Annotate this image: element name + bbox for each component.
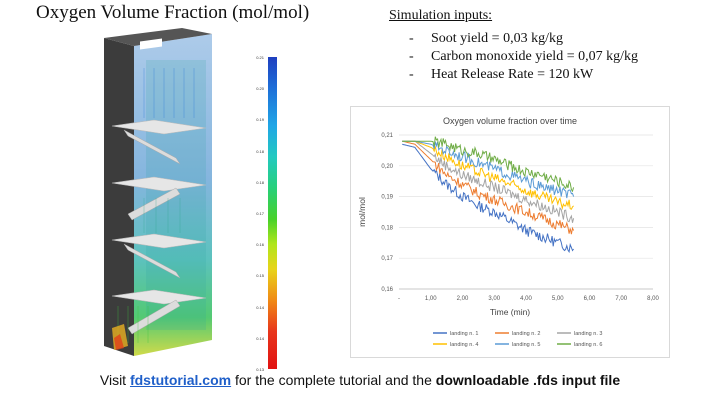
colorbar-tick-label: 0.16 [256, 242, 264, 248]
chart-svg: Oxygen volume fraction over time 0,16 0,17… [357, 116, 659, 348]
legend-label: landing n. 2 [512, 331, 540, 337]
bullet-dash: - [409, 67, 414, 82]
colorbar-tick-label: 0.18 [256, 148, 264, 154]
inputs-heading: Simulation inputs: [389, 8, 493, 23]
inputs-list: - Soot yield = 0,03 kg/kg - Carbon monoxid… [389, 30, 709, 84]
colorbar-tick-label: 0.14 [256, 304, 264, 310]
x-tick-label: 3,00 [488, 296, 500, 302]
simulation-inputs: Simulation inputs: - Soot yield = 0,03 kg… [389, 8, 709, 84]
colorbar-tick-label: 0.18 [256, 179, 264, 185]
y-tick-label: 0,20 [381, 164, 393, 170]
y-tick-label: 0,17 [381, 256, 393, 262]
series-line [402, 140, 575, 235]
input-text: Heat Release Rate = 120 kW [431, 67, 594, 82]
x-tick-label: 6,00 [584, 296, 596, 302]
bullet-dash: - [409, 49, 414, 64]
y-tick-label: 0,21 [381, 133, 393, 139]
footer-banner: Visit fdstutorial.com for the complete t… [0, 372, 720, 388]
bullet-dash: - [409, 31, 414, 46]
colorbar-tick-label: 0.21 [256, 55, 264, 60]
legend-label: landing n. 1 [450, 331, 478, 337]
x-tick-label: 1,00 [425, 296, 437, 302]
footer-mid: for the complete tutorial and the [231, 372, 436, 388]
x-tick-label: 5,00 [552, 296, 564, 302]
y-tick-label: 0,16 [381, 287, 393, 293]
x-tick-label: 8,00 [647, 296, 659, 302]
stairwell-render [104, 28, 212, 356]
footer-bold: downloadable .fds input file [435, 372, 621, 388]
input-item: - Soot yield = 0,03 kg/kg [409, 30, 709, 48]
colorbar-tick-label: 0.17 [256, 211, 264, 216]
x-tick-label: 7,00 [615, 296, 627, 302]
series-line [402, 140, 575, 199]
legend-label: landing n. 4 [450, 342, 478, 348]
fdstutorial-link[interactable]: fdstutorial.com [129, 372, 232, 388]
footer-pre: Visit [99, 372, 130, 388]
x-tick-label: - [398, 296, 400, 302]
legend-label: landing n. 3 [574, 331, 602, 337]
y-axis-label: mol/mol [357, 197, 367, 227]
input-item: - Heat Release Rate = 120 kW [409, 66, 709, 84]
colorbar-tick-label: 0.13 [256, 367, 264, 372]
page-title: Oxygen Volume Fraction (mol/mol) [36, 2, 310, 23]
x-tick-label: 4,00 [520, 296, 532, 302]
x-axis-label: Time (min) [490, 307, 530, 317]
y-tick-label: 0,19 [381, 195, 393, 201]
chart-title: Oxygen volume fraction over time [443, 116, 577, 126]
colorbar-tick-label: 0.19 [256, 117, 264, 123]
series-line [402, 140, 574, 211]
series-line [402, 143, 575, 254]
legend-label: landing n. 6 [574, 342, 602, 348]
series-line [402, 140, 575, 223]
colorbar-tick-label: 0.20 [256, 86, 264, 92]
colorbar-ticks: 0.21 0.20 0.19 0.18 0.18 0.17 0.16 0.15 0.14 0.14… [248, 54, 264, 372]
colorbar [268, 57, 277, 369]
colorbar-tick-label: 0.14 [256, 335, 264, 341]
legend-label: landing n. 5 [512, 342, 540, 348]
x-tick-label: 2,00 [457, 296, 469, 302]
input-item: - Carbon monoxide yield = 0,07 kg/kg [409, 48, 709, 66]
series-line [402, 136, 575, 193]
y-tick-label: 0,18 [381, 225, 393, 231]
colorbar-tick-label: 0.15 [256, 273, 264, 279]
oxygen-chart: Oxygen volume fraction over time 0,16 0,17… [350, 106, 670, 358]
input-text: Soot yield = 0,03 kg/kg [431, 31, 563, 46]
input-text: Carbon monoxide yield = 0,07 kg/kg [431, 49, 638, 64]
